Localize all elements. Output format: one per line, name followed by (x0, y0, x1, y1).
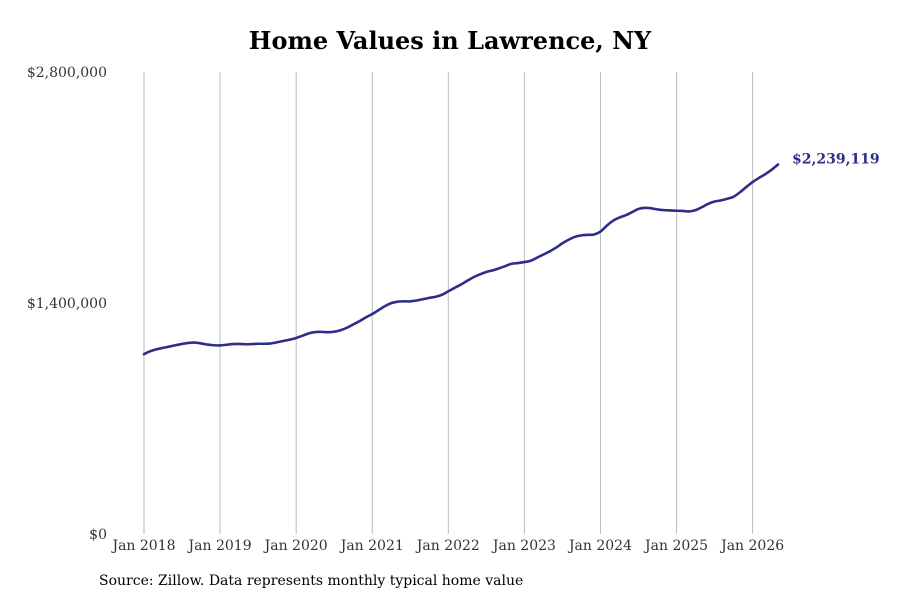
source-note: Source: Zillow. Data represents monthly … (99, 573, 524, 589)
x-tick-label: Jan 2026 (719, 538, 784, 554)
x-tick-label: Jan 2019 (187, 538, 252, 554)
x-gridlines (143, 72, 754, 534)
x-tick-label: Jan 2023 (491, 538, 556, 554)
chart-title: Home Values in Lawrence, NY (248, 26, 652, 55)
x-tick-label: Jan 2022 (415, 538, 480, 554)
y-tick-label: $1,400,000 (27, 296, 107, 312)
y-tick-label: $0 (89, 527, 107, 543)
x-tick-label: Jan 2020 (263, 538, 328, 554)
end-value-label-layer: $2,239,119 (792, 152, 880, 168)
y-tick-labels: $0 $1,400,000 $2,800,000 (27, 65, 107, 543)
x-tick-label: Jan 2024 (567, 538, 632, 554)
x-tick-label: Jan 2021 (339, 538, 404, 554)
y-tick-label: $2,800,000 (27, 65, 107, 81)
x-tick-labels: Jan 2018 Jan 2019 Jan 2020 Jan 2021 Jan 2022… (110, 538, 784, 554)
series-layer (142, 163, 780, 356)
series-line (142, 163, 780, 356)
end-value-label: $2,239,119 (792, 152, 880, 168)
x-tick-label: Jan 2025 (643, 538, 708, 554)
x-tick-label: Jan 2018 (110, 538, 175, 554)
